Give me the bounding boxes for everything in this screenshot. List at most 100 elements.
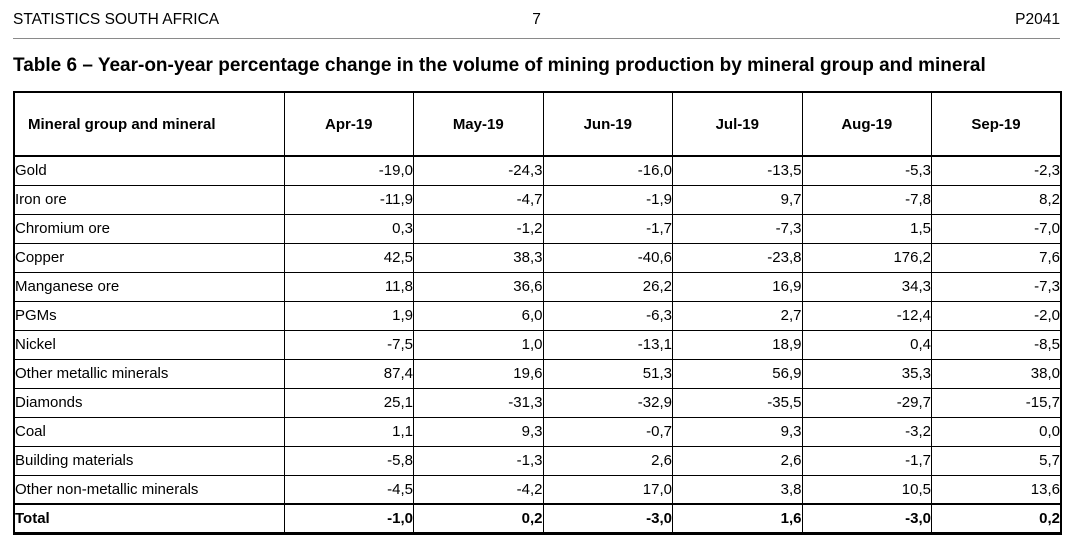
value-cell: -0,7 bbox=[542, 416, 673, 447]
value-cell: 38,0 bbox=[931, 358, 1062, 389]
value-cell: 7,6 bbox=[931, 242, 1062, 273]
value-cell: -4,7 bbox=[413, 184, 544, 215]
table-row: Diamonds 25,1 -31,3 -32,9 -35,5 -29,7 -15,7 bbox=[13, 387, 1062, 418]
total-value-cell: 0,2 bbox=[931, 503, 1062, 534]
row-label: Other non-metallic minerals bbox=[13, 474, 285, 505]
value-cell: 176,2 bbox=[801, 242, 932, 273]
value-cell: -7,3 bbox=[672, 213, 803, 244]
row-label: Building materials bbox=[13, 445, 285, 476]
value-cell: 36,6 bbox=[413, 271, 544, 302]
row-label: Gold bbox=[13, 155, 285, 186]
column-header-month: Jul-19 bbox=[672, 91, 803, 157]
value-cell: -11,9 bbox=[283, 184, 414, 215]
value-cell: 1,0 bbox=[413, 329, 544, 360]
table-header-row: Mineral group and mineral Apr-19 May-19 Jun… bbox=[13, 91, 1062, 157]
total-row-label: Total bbox=[13, 503, 285, 534]
value-cell: 9,7 bbox=[672, 184, 803, 215]
table-title: Table 6 – Year-on-year percentage change… bbox=[13, 55, 986, 76]
header-org-name: STATISTICS SOUTH AFRICA bbox=[13, 11, 220, 28]
page-header: STATISTICS SOUTH AFRICA 7 P2041 bbox=[13, 10, 1060, 39]
value-cell: -1,3 bbox=[413, 445, 544, 476]
value-cell: 11,8 bbox=[283, 271, 414, 302]
value-cell: 10,5 bbox=[801, 474, 932, 505]
value-cell: -2,3 bbox=[931, 155, 1062, 186]
value-cell: 35,3 bbox=[801, 358, 932, 389]
total-value-cell: 1,6 bbox=[672, 503, 803, 534]
value-cell: 17,0 bbox=[542, 474, 673, 505]
value-cell: 42,5 bbox=[283, 242, 414, 273]
value-cell: -31,3 bbox=[413, 387, 544, 418]
row-label: Iron ore bbox=[13, 184, 285, 215]
value-cell: 13,6 bbox=[931, 474, 1062, 505]
value-cell: 1,1 bbox=[283, 416, 414, 447]
row-label: Other metallic minerals bbox=[13, 358, 285, 389]
value-cell: 26,2 bbox=[542, 271, 673, 302]
value-cell: -40,6 bbox=[542, 242, 673, 273]
value-cell: -19,0 bbox=[283, 155, 414, 186]
value-cell: -7,5 bbox=[283, 329, 414, 360]
value-cell: -1,7 bbox=[542, 213, 673, 244]
value-cell: 25,1 bbox=[283, 387, 414, 418]
table-row: Building materials -5,8 -1,3 2,6 2,6 -1,7 5,7 bbox=[13, 445, 1062, 476]
value-cell: 9,3 bbox=[413, 416, 544, 447]
value-cell: 2,6 bbox=[672, 445, 803, 476]
value-cell: 2,7 bbox=[672, 300, 803, 331]
value-cell: -1,2 bbox=[413, 213, 544, 244]
value-cell: -29,7 bbox=[801, 387, 932, 418]
value-cell: -1,7 bbox=[801, 445, 932, 476]
table-row: Gold -19,0 -24,3 -16,0 -13,5 -5,3 -2,3 bbox=[13, 155, 1062, 186]
value-cell: 34,3 bbox=[801, 271, 932, 302]
value-cell: -16,0 bbox=[542, 155, 673, 186]
table-row: Coal 1,1 9,3 -0,7 9,3 -3,2 0,0 bbox=[13, 416, 1062, 447]
table-row: Manganese ore 11,8 36,6 26,2 16,9 34,3 -7,3 bbox=[13, 271, 1062, 302]
value-cell: -23,8 bbox=[672, 242, 803, 273]
table-row: Other non-metallic minerals -4,5 -4,2 17,0 3… bbox=[13, 474, 1062, 505]
value-cell: 6,0 bbox=[413, 300, 544, 331]
table-row: Other metallic minerals 87,4 19,6 51,3 56,9 3… bbox=[13, 358, 1062, 389]
row-label: Coal bbox=[13, 416, 285, 447]
value-cell: -4,2 bbox=[413, 474, 544, 505]
value-cell: -15,7 bbox=[931, 387, 1062, 418]
value-cell: 19,6 bbox=[413, 358, 544, 389]
value-cell: -13,5 bbox=[672, 155, 803, 186]
header-page-number: 7 bbox=[532, 11, 541, 28]
value-cell: 1,9 bbox=[283, 300, 414, 331]
value-cell: 38,3 bbox=[413, 242, 544, 273]
value-cell: 3,8 bbox=[672, 474, 803, 505]
value-cell: -8,5 bbox=[931, 329, 1062, 360]
row-label: PGMs bbox=[13, 300, 285, 331]
table-row: Copper 42,5 38,3 -40,6 -23,8 176,2 7,6 bbox=[13, 242, 1062, 273]
row-label: Diamonds bbox=[13, 387, 285, 418]
total-value-cell: 0,2 bbox=[413, 503, 544, 534]
value-cell: 1,5 bbox=[801, 213, 932, 244]
value-cell: 5,7 bbox=[931, 445, 1062, 476]
value-cell: -4,5 bbox=[283, 474, 414, 505]
table-row: PGMs 1,9 6,0 -6,3 2,7 -12,4 -2,0 bbox=[13, 300, 1062, 331]
value-cell: -32,9 bbox=[542, 387, 673, 418]
value-cell: -7,0 bbox=[931, 213, 1062, 244]
value-cell: -24,3 bbox=[413, 155, 544, 186]
row-label: Manganese ore bbox=[13, 271, 285, 302]
value-cell: 0,0 bbox=[931, 416, 1062, 447]
value-cell: -13,1 bbox=[542, 329, 673, 360]
column-header-mineral-group: Mineral group and mineral bbox=[13, 91, 285, 157]
total-value-cell: -1,0 bbox=[283, 503, 414, 534]
column-header-month: Jun-19 bbox=[542, 91, 673, 157]
table-row: Chromium ore 0,3 -1,2 -1,7 -7,3 1,5 -7,0 bbox=[13, 213, 1062, 244]
value-cell: 16,9 bbox=[672, 271, 803, 302]
value-cell: 0,3 bbox=[283, 213, 414, 244]
value-cell: -1,9 bbox=[542, 184, 673, 215]
value-cell: -6,3 bbox=[542, 300, 673, 331]
value-cell: 56,9 bbox=[672, 358, 803, 389]
value-cell: 87,4 bbox=[283, 358, 414, 389]
value-cell: -7,8 bbox=[801, 184, 932, 215]
value-cell: -2,0 bbox=[931, 300, 1062, 331]
table-row: Nickel -7,5 1,0 -13,1 18,9 0,4 -8,5 bbox=[13, 329, 1062, 360]
value-cell: -5,8 bbox=[283, 445, 414, 476]
mining-production-table: Mineral group and mineral Apr-19 May-19 Jun… bbox=[13, 91, 1062, 535]
value-cell: 8,2 bbox=[931, 184, 1062, 215]
total-row: Total -1,0 0,2 -3,0 1,6 -3,0 0,2 bbox=[13, 503, 1062, 534]
header-report-code: P2041 bbox=[1015, 11, 1060, 28]
row-label: Nickel bbox=[13, 329, 285, 360]
